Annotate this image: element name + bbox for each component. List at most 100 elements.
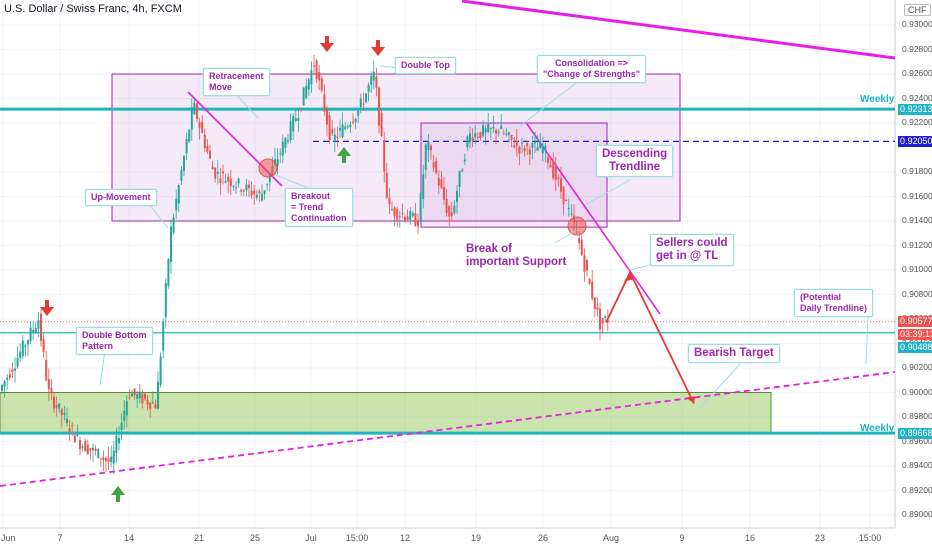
- candle-body: [120, 422, 123, 430]
- candle-body: [596, 307, 599, 310]
- candle-body: [489, 128, 492, 130]
- candle-body: [461, 169, 464, 172]
- breakout-marker: [258, 158, 278, 178]
- candle-body: [274, 159, 276, 164]
- candle-body: [164, 283, 167, 317]
- candle-body: [3, 381, 6, 387]
- candle-body: [515, 140, 518, 147]
- candle-body: [466, 136, 469, 148]
- x-tick-label: 26: [537, 533, 549, 543]
- candle-body: [248, 184, 250, 189]
- candle-body: [521, 142, 523, 144]
- candle-body: [73, 435, 76, 443]
- annotation-double-bottom[interactable]: Double Bottom Pattern: [76, 327, 153, 355]
- candle-body: [125, 401, 128, 416]
- candle-body: [531, 142, 534, 148]
- candle-body: [474, 133, 477, 138]
- candle-body: [333, 134, 336, 143]
- candle-body: [154, 404, 157, 409]
- annotation-sellers[interactable]: Sellers could get in @ TL: [650, 234, 734, 266]
- annotation-daily-trendline[interactable]: (Potential Daily Trendline): [794, 289, 874, 317]
- x-tick-label: 21: [193, 533, 205, 543]
- candle-body: [209, 150, 211, 159]
- candle-body: [346, 126, 349, 128]
- candle-body: [136, 394, 139, 399]
- candle-body: [484, 128, 487, 133]
- candle-body: [375, 76, 378, 88]
- annotation-double-top[interactable]: Double Top: [395, 57, 456, 74]
- candle-body: [549, 164, 552, 168]
- weekly-label-top: Weekly: [860, 94, 895, 105]
- candle-body: [599, 308, 601, 330]
- candle-body: [198, 122, 201, 128]
- annotation-up-movement[interactable]: Up-Movement: [85, 189, 157, 206]
- callout-pointer: [147, 202, 169, 229]
- candle-body: [586, 259, 588, 271]
- candle-body: [144, 393, 146, 399]
- currency-badge[interactable]: CHF: [904, 4, 931, 16]
- candle-body: [146, 399, 149, 405]
- sell-arrow-icon: [320, 36, 334, 52]
- annotation-retracement[interactable]: Retracement Move: [203, 68, 270, 96]
- callout-pointer: [99, 349, 106, 386]
- x-tick-label: Aug: [602, 533, 620, 543]
- candle-body: [37, 320, 40, 330]
- candle-body: [71, 425, 74, 427]
- candle-body: [242, 190, 245, 192]
- price-tag: 0.92050: [898, 135, 932, 147]
- candle-body: [63, 413, 66, 415]
- weekly-downtrend-line: [461, 0, 896, 60]
- candle-body: [539, 141, 542, 148]
- candle-body: [378, 87, 380, 126]
- annotation-bearish-target[interactable]: Bearish Target: [688, 344, 780, 363]
- annotation-consolidation[interactable]: Consolidation => "Change of Strengths": [537, 55, 647, 83]
- candle-body: [24, 345, 27, 348]
- candle-body: [172, 217, 175, 233]
- candle-body: [183, 156, 185, 172]
- descending-trendline: [526, 123, 661, 315]
- candle-body: [544, 145, 547, 152]
- projection-arrowhead-up: [624, 272, 633, 282]
- candle-body: [196, 103, 198, 120]
- y-tick-label: 0.92400: [902, 92, 932, 103]
- candle-body: [131, 393, 133, 397]
- chart-title: U.S. Dollar / Swiss Franc, 4h, FXCM: [4, 3, 182, 15]
- candle-body: [331, 129, 334, 134]
- candle-body: [547, 157, 549, 163]
- candle-body: [567, 207, 570, 209]
- candle-body: [53, 396, 55, 409]
- candle-body: [255, 194, 258, 198]
- buy-arrow-icon: [337, 147, 351, 163]
- annotation-breakout[interactable]: Breakout = Trend Continuation: [285, 188, 353, 227]
- candle-body: [227, 176, 230, 182]
- candle-body: [102, 457, 105, 461]
- annotation-descending-trendline[interactable]: Descending Trendline: [596, 145, 674, 177]
- candle-body: [505, 134, 508, 136]
- candle-body: [170, 226, 172, 263]
- candle-body: [224, 181, 227, 183]
- x-tick-label: 19: [470, 533, 482, 543]
- y-tick-label: 0.90800: [902, 288, 932, 299]
- candle-body: [211, 166, 214, 170]
- candle-body: [92, 447, 94, 451]
- candle-body: [495, 129, 497, 134]
- candle-body: [359, 98, 362, 107]
- candle-body: [40, 313, 42, 341]
- x-tick-label: Jun: [1, 533, 16, 543]
- candle-body: [518, 146, 521, 154]
- weekly-label-bottom: Weekly: [860, 423, 895, 434]
- sell-arrow-icon: [371, 40, 385, 56]
- candle-body: [570, 213, 573, 215]
- candle-body: [58, 403, 61, 409]
- y-tick-label: 0.89200: [902, 484, 932, 495]
- candle-body: [81, 446, 84, 448]
- annotation-break-support[interactable]: Break of important Support: [466, 243, 567, 268]
- candle-body: [365, 93, 367, 103]
- candle-body: [552, 160, 555, 179]
- candle-body: [604, 316, 607, 319]
- candle-body: [258, 191, 261, 194]
- candle-body: [284, 138, 287, 148]
- sell-arrow-icon: [40, 300, 54, 316]
- candle-body: [16, 358, 19, 367]
